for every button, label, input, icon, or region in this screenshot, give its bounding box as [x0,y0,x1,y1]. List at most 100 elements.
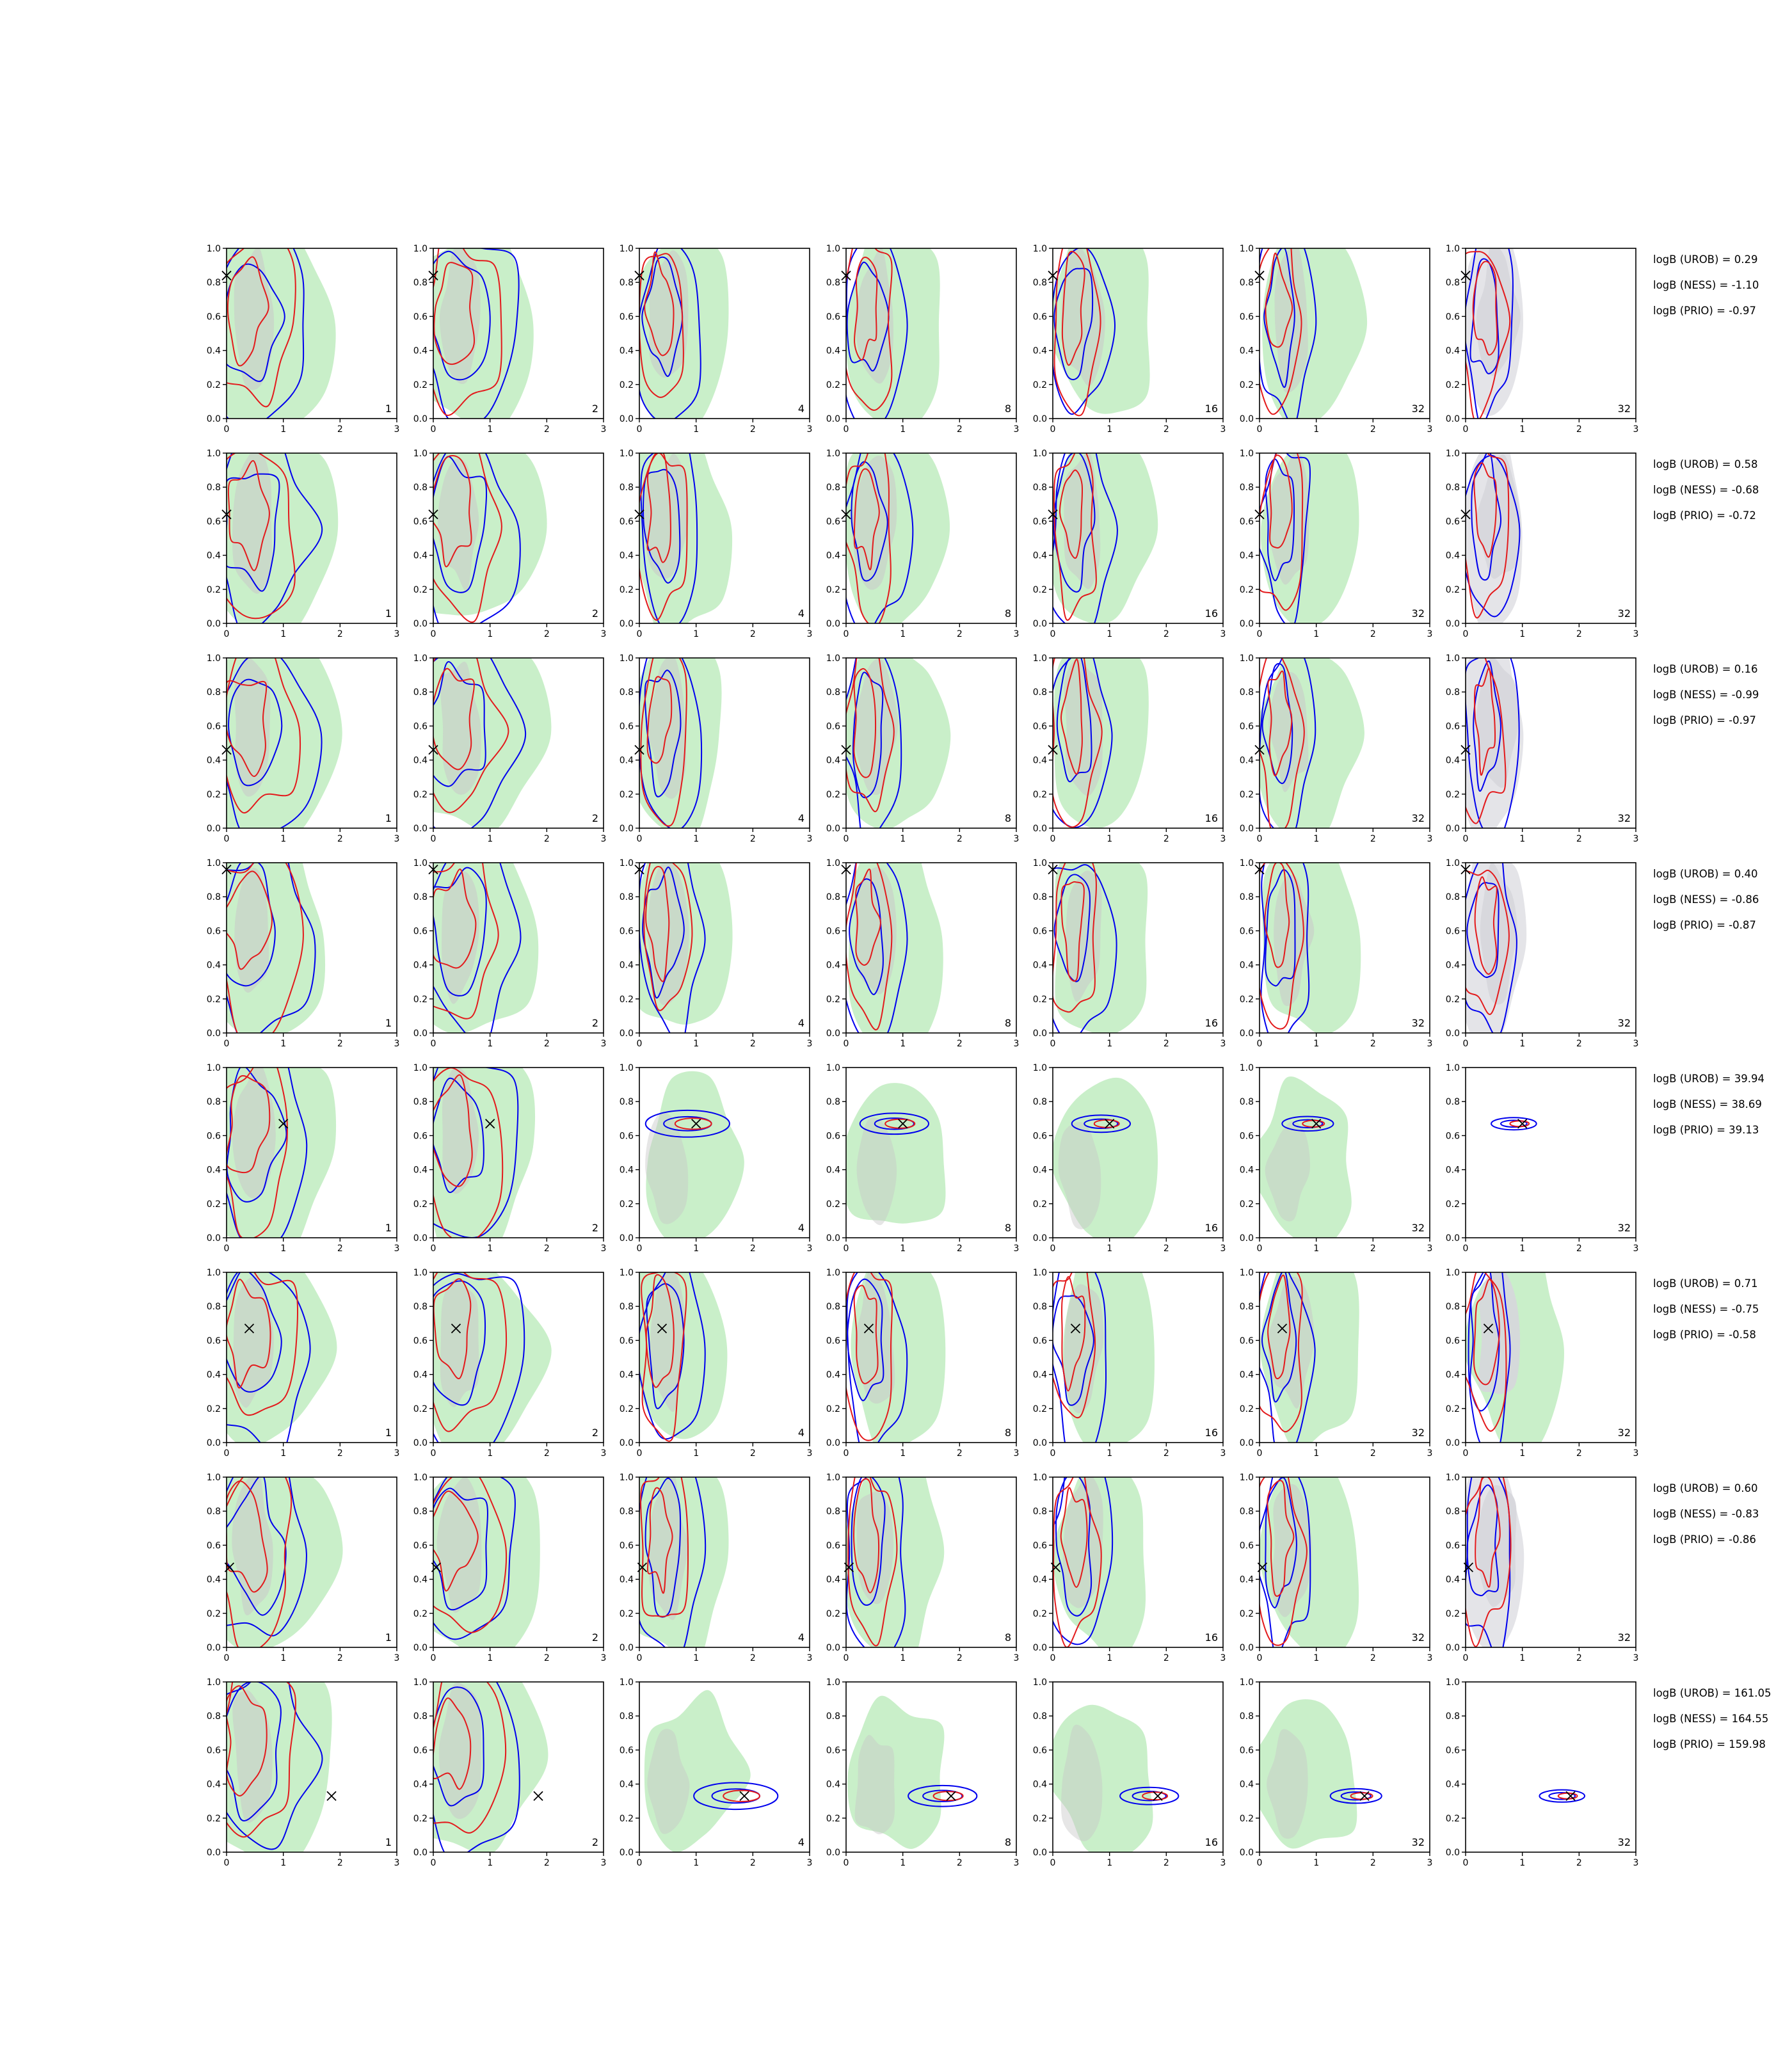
y-tick-label: 0.0 [1240,414,1254,424]
contour-blue-outer [1466,863,1517,1033]
x-tick-label: 0 [1050,1039,1056,1049]
y-tick-label: 0.2 [207,1814,221,1824]
logb-value: logB (UROB) = 39.94 [1653,1073,1764,1085]
y-tick-label: 0.4 [1446,756,1460,766]
y-tick-label: 0.4 [1446,1370,1460,1380]
x-tick-label: 1 [1107,1244,1112,1254]
density-fill-inner [1271,1484,1312,1617]
y-tick-label: 0.2 [207,1404,221,1414]
y-tick-label: 0.4 [1033,1780,1047,1790]
panel-plot-area [433,1272,552,1443]
panel-column-label: 4 [798,1631,804,1644]
panel-column-label: 32 [1412,1631,1425,1644]
y-tick-label: 0.8 [1240,1507,1254,1517]
x-tick-label: 2 [957,1858,963,1868]
x-tick-label: 2 [957,1653,963,1663]
panel-column-label: 32 [1412,812,1425,824]
x-tick-label: 2 [1370,424,1376,435]
panel-column-label: 4 [798,1836,804,1848]
y-tick-label: 0.6 [1033,1540,1047,1551]
panel-column-label: 1 [385,607,392,620]
density-fill-inner [1058,1122,1101,1229]
contour-blue-inner [852,671,884,799]
y-tick-label: 0.6 [1033,926,1047,936]
x-tick-label: 0 [637,1039,643,1049]
contour-blue-outer [846,453,914,623]
y-tick-label: 1.0 [620,244,634,254]
logb-value: logB (NESS) = -0.68 [1653,484,1759,496]
y-tick-label: 0.0 [1240,1643,1254,1653]
truth-marker [946,1791,956,1801]
x-tick-label: 1 [900,629,906,639]
y-tick-label: 0.0 [413,1643,428,1653]
y-tick-label: 0.2 [1446,790,1460,800]
density-fill-inner [852,456,897,590]
x-tick-label: 3 [1014,1448,1020,1459]
logb-value: logB (PRIO) = -0.86 [1653,1533,1756,1546]
panel-r8-c4: 0 1 2 3 0.0 0.2 0.4 0.6 0.8 1.0 8 [826,1677,1020,1868]
truth-marker [1311,1119,1322,1129]
panel-column-label: 32 [1412,403,1425,415]
y-tick-label: 0.4 [1240,961,1254,971]
y-tick-label: 0.6 [620,1131,634,1141]
y-tick-label: 0.0 [1240,1848,1254,1858]
y-tick-label: 1.0 [826,1473,840,1483]
panel-plot-area [1466,248,1524,419]
density-fill-inner [1064,659,1103,796]
density-fill-inner [647,1729,690,1834]
contour-red-inner [855,868,881,966]
panel-r3-c5: 0 1 2 3 0.0 0.2 0.4 0.6 0.8 1.0 16 [1033,653,1226,844]
y-tick-label: 0.0 [207,1233,221,1244]
panel-column-label: 2 [592,1017,598,1029]
contour-blue-inner [922,1789,963,1802]
x-tick-label: 0 [431,1858,436,1868]
x-tick-label: 2 [544,1039,550,1049]
panel-plot-area [227,658,342,828]
density-fill-inner [438,1683,481,1820]
axes-frame [433,657,604,829]
contour-red-inner [854,257,878,361]
y-tick-label: 0.0 [1033,1643,1047,1653]
y-tick-label: 0.2 [413,1814,428,1824]
x-tick-label: 2 [337,424,343,435]
y-tick-label: 0.0 [1033,824,1047,834]
logb-value: logB (UROB) = 161.05 [1653,1687,1772,1699]
y-tick-label: 0.8 [413,1097,428,1107]
panel-r5-c1: 0 1 2 3 0.0 0.2 0.4 0.6 0.8 1.0 1 [207,1063,400,1254]
x-tick-label: 2 [337,1244,343,1254]
panel-column-label: 8 [1005,1222,1011,1234]
axes-frame [226,1272,397,1443]
axes-frame [226,657,397,829]
density-fill-inner [440,1279,479,1407]
contour-blue-inner [1471,453,1502,581]
panel-r7-c7: 0 1 2 3 0.0 0.2 0.4 0.6 0.8 1.0 32 [1446,1473,1639,1663]
truth-marker [1105,1119,1115,1129]
y-tick-label: 0.8 [1240,278,1254,288]
panel-r3-c1: 0 1 2 3 0.0 0.2 0.4 0.6 0.8 1.0 1 [207,653,400,844]
x-tick-label: 1 [487,1448,493,1459]
panel-column-label: 8 [1005,1017,1011,1029]
contour-blue-outer [644,1109,730,1138]
contour-blue-outer [1466,658,1520,828]
panel-plot-area [1053,453,1158,623]
y-tick-label: 0.0 [1446,1233,1460,1244]
y-tick-label: 0.4 [1446,961,1460,971]
contour-blue-inner [851,1477,886,1606]
y-tick-label: 1.0 [413,1677,428,1688]
logb-value: logB (PRIO) = 39.13 [1653,1124,1759,1136]
panel-plot-area [1053,1704,1180,1852]
contour-blue-inner [1261,1272,1297,1403]
panel-column-label: 16 [1205,1427,1218,1439]
y-tick-label: 0.2 [1446,380,1460,390]
contour-blue-inner [1261,663,1293,785]
density-fill-inner [438,458,479,592]
panel-r5-c2: 0 1 2 30.00.20.40.60.81.02 [413,1063,607,1254]
panel-r7-c2: 0 1 2 30.00.20.40.60.81.02 [413,1473,607,1663]
y-tick-label: 0.6 [826,312,840,322]
y-tick-label: 0.0 [1240,1233,1254,1244]
x-tick-label: 2 [1164,834,1169,844]
y-tick-label: 0.4 [1033,756,1047,766]
axes-frame [845,862,1017,1034]
contour-blue-inner [227,1477,287,1616]
y-tick-label: 0.8 [1446,1097,1460,1107]
